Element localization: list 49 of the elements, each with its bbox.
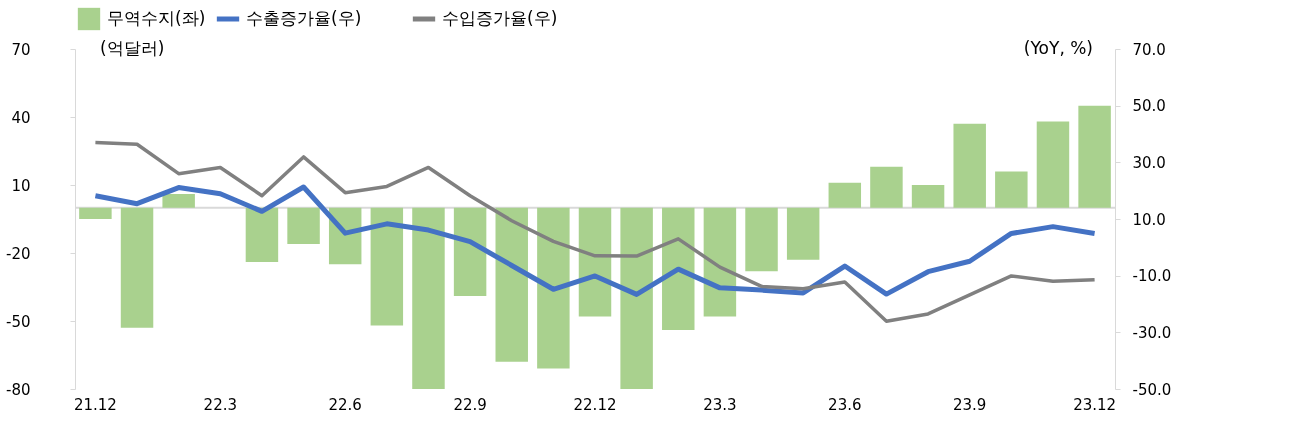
- y2-tick-label: 30.0: [1132, 153, 1166, 172]
- bar: [412, 207, 445, 389]
- x-tick-label: 22.9: [453, 395, 487, 414]
- y-tick-label: 40: [11, 108, 31, 127]
- bar: [995, 171, 1028, 208]
- bar: [911, 185, 945, 208]
- y2-tick-label: -30.0: [1132, 323, 1172, 342]
- y2-tick-label: 50.0: [1132, 97, 1166, 116]
- legend-label: 수출증가율(우): [246, 8, 362, 28]
- bar: [662, 207, 695, 331]
- x-tick-label: 22.3: [203, 395, 237, 414]
- bar: [495, 207, 528, 362]
- bar: [620, 207, 653, 389]
- bar: [953, 123, 986, 208]
- y-tick-label: -20: [6, 244, 31, 263]
- legend-label: 수입증가율(우): [442, 8, 558, 28]
- x-tick-label: 23.12: [1073, 395, 1117, 414]
- x-tick-label: 23.3: [703, 395, 737, 414]
- y2-tick-label: -50.0: [1132, 380, 1172, 399]
- bar: [786, 207, 820, 260]
- bar: [1036, 121, 1070, 208]
- bar: [1078, 105, 1111, 208]
- y-tick-label: 70: [11, 40, 31, 59]
- bar: [287, 207, 320, 244]
- y2-axis-title: (YoY, %): [1023, 38, 1093, 58]
- bar: [370, 207, 404, 326]
- x-tick-label: 21.12: [73, 395, 117, 414]
- legend-label: 무역수지(좌): [107, 8, 206, 28]
- y2-tick-label: 70.0: [1132, 40, 1166, 59]
- bar: [120, 207, 154, 328]
- y-tick-label: -50: [6, 312, 31, 331]
- x-tick-label: 23.6: [828, 395, 862, 414]
- bar: [245, 207, 279, 263]
- bar: [537, 207, 570, 369]
- bar: [828, 182, 862, 208]
- x-tick-label: 22.12: [573, 395, 617, 414]
- bar: [162, 194, 195, 208]
- y-tick-label: -80: [6, 380, 31, 399]
- y2-tick-label: 10.0: [1132, 210, 1166, 229]
- bar: [745, 207, 778, 272]
- bar: [79, 207, 112, 219]
- x-tick-label: 22.6: [328, 395, 362, 414]
- bar: [453, 207, 487, 297]
- y-axis-title: (억달러): [100, 38, 165, 58]
- bar: [870, 166, 903, 208]
- line-series: [93, 140, 1097, 324]
- y2-tick-label: -10.0: [1132, 267, 1172, 286]
- y-tick-label: 10: [11, 176, 31, 195]
- x-tick-label: 23.9: [953, 395, 987, 414]
